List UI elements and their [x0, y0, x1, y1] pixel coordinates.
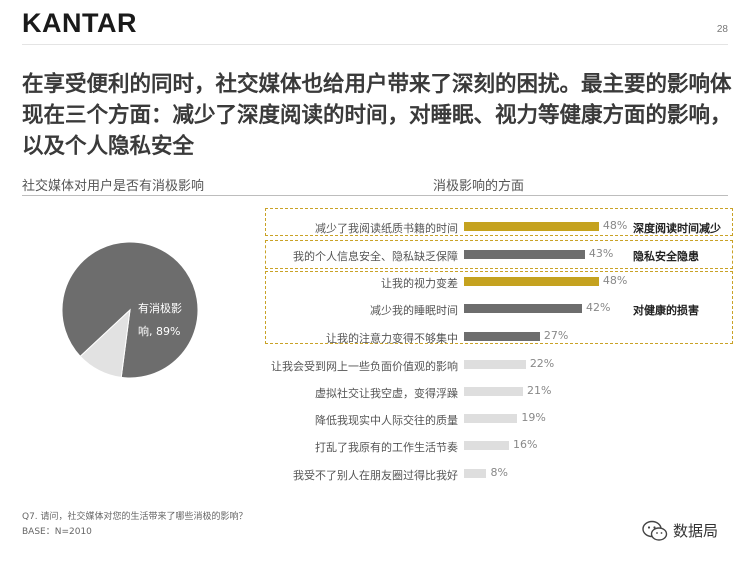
bar-mark [464, 222, 599, 231]
bar-row: 让我的视力变差 48% [0, 273, 750, 291]
bar-value-label: 48% [602, 219, 628, 232]
bar-category-label: 让我的视力变差 [381, 277, 458, 290]
bar-row: 让我的注意力变得不够集中 27% [0, 328, 750, 346]
footnote-question: Q7. 请问，社交媒体对您的生活带来了哪些消极的影响？ [22, 512, 248, 522]
pie-slice-label: 有消极影 响, 89% [138, 297, 208, 343]
pie-label-line-1: 有消极影 [138, 302, 182, 315]
pie-subtitle: 社交媒体对用户是否有消极影响 [22, 179, 205, 194]
bar-category-label: 我的个人信息安全、隐私缺乏保障 [293, 250, 458, 263]
bar-row: 打乱了我原有的工作生活节奏 16% [0, 437, 750, 455]
bar-value-label: 48% [602, 274, 628, 287]
bar-value-label: 16% [512, 438, 538, 451]
bar-category-label: 减少我的睡眠时间 [370, 304, 458, 317]
bar-category-label: 降低我现实中人际交往的质量 [315, 414, 458, 427]
footnote: Q7. 请问，社交媒体对您的生活带来了哪些消极的影响？ BASE：N=2010 [22, 510, 248, 540]
bar-value-label: 19% [521, 411, 546, 424]
page-number: 28 [716, 24, 728, 35]
bar-mark [464, 414, 518, 423]
bar-row: 虚拟社交让我空虚，变得浮躁 21% [0, 383, 750, 401]
bar-category-label: 让我的注意力变得不够集中 [326, 332, 458, 345]
group-box-privacy [265, 240, 733, 269]
group-box-reading [265, 208, 733, 236]
pie-label-line-2: 响, 89% [138, 325, 181, 338]
bar-mark [464, 469, 487, 478]
bar-category-label: 我受不了别人在朋友圈过得比我好 [293, 469, 458, 482]
bar-value-label: 27% [543, 329, 569, 342]
subtitle-divider [22, 195, 728, 196]
bar-subtitle: 消极影响的方面 [433, 179, 525, 194]
bar-category-label: 虚拟社交让我空虚，变得浮躁 [315, 387, 458, 400]
brand-name: 数据局 [673, 522, 719, 540]
bar-mark [464, 360, 526, 369]
bar-category-label: 让我会受到网上一些负面价值观的影响 [271, 360, 458, 373]
bar-value-label: 43% [588, 247, 614, 260]
bar-row: 降低我现实中人际交往的质量 19% [0, 410, 750, 428]
bar-mark [464, 387, 523, 396]
bar-category-label: 减少了我阅读纸质书籍的时间 [315, 222, 458, 235]
bar-value-label: 8% [490, 466, 508, 479]
bar-mark [464, 332, 540, 341]
group-label-health: 对健康的损害 [633, 304, 699, 317]
group-box-health [265, 271, 733, 344]
header-divider [22, 44, 728, 45]
kantar-logo: KANTAR [22, 8, 137, 38]
bar-row: 让我会受到网上一些负面价值观的影响 22% [0, 356, 750, 374]
bar-row: 我受不了别人在朋友圈过得比我好 8% [0, 465, 750, 483]
group-label-reading: 深度阅读时间减少 [633, 222, 721, 235]
bar-value-label: 22% [529, 357, 555, 370]
bar-mark [464, 304, 583, 313]
bar-mark [464, 250, 585, 259]
bar-mark [464, 441, 509, 450]
bar-row: 减少了我阅读纸质书籍的时间 48% [0, 218, 750, 236]
bar-category-label: 打乱了我原有的工作生活节奏 [315, 441, 458, 454]
bar-row: 减少我的睡眠时间 42% [0, 300, 750, 318]
group-label-privacy: 隐私安全隐患 [633, 250, 699, 263]
footnote-base: BASE：N=2010 [22, 527, 92, 537]
bar-value-label: 21% [527, 384, 552, 397]
bar-row: 我的个人信息安全、隐私缺乏保障 43% [0, 246, 750, 264]
pie-chart [61, 241, 199, 379]
slide-headline: 在享受便利的同时，社交媒体也给用户带来了深刻的困扰。最主要的影响体现在三个方面：… [22, 72, 732, 159]
bar-value-label: 42% [586, 301, 611, 314]
wechat-icon [642, 520, 668, 541]
bar-mark [464, 277, 599, 286]
pie-slice-1 [79, 308, 131, 378]
